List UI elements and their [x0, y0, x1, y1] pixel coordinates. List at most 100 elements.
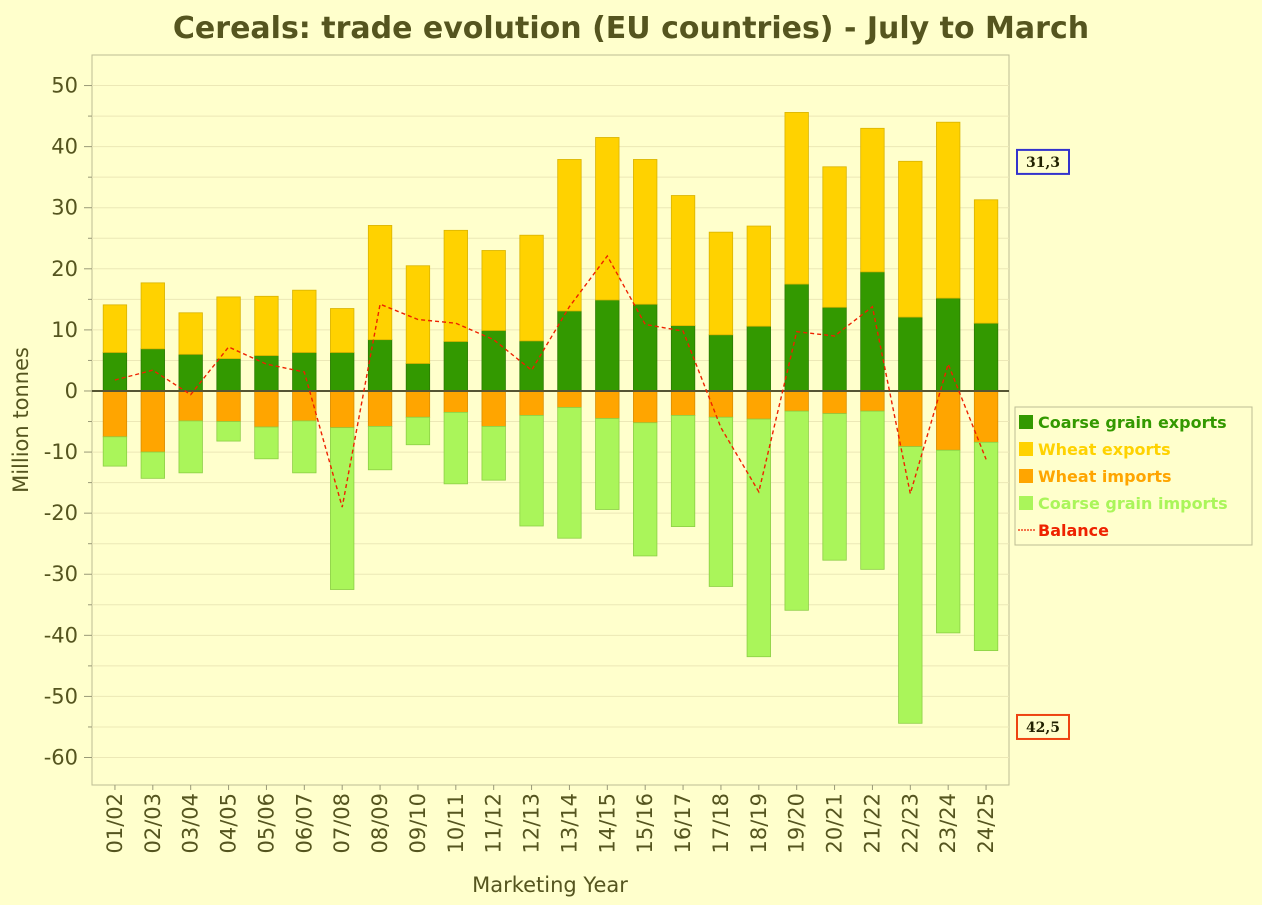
bar-wheat-imports [443, 390, 468, 413]
bar-coarse-grain-imports [708, 416, 734, 587]
x-axis-title: Marketing Year [472, 873, 628, 897]
bar-wheat-exports [557, 159, 582, 312]
bar-wheat-exports [936, 121, 961, 299]
bar-coarse-grain-exports [708, 334, 734, 392]
bar-wheat-imports [936, 390, 961, 451]
x-tick-label: 03/04 [179, 793, 203, 854]
x-tick-label: 16/17 [671, 793, 695, 854]
bar-wheat-exports [216, 296, 241, 360]
bar-coarse-grain-exports [443, 341, 468, 392]
bar-coarse-grain-imports [595, 418, 620, 510]
bar-wheat-exports [254, 295, 279, 356]
y-tick-label: 0 [65, 379, 78, 403]
bar-coarse-grain-exports [557, 310, 582, 392]
bar-wheat-exports [330, 308, 355, 353]
y-tick-label: -40 [44, 623, 78, 647]
bar-wheat-imports [330, 390, 355, 429]
bar-wheat-exports [860, 127, 885, 273]
x-tick-label: 17/18 [709, 793, 733, 854]
bar-wheat-imports [633, 390, 658, 424]
x-tick-label: 13/14 [557, 793, 581, 854]
y-tick-label: -20 [44, 501, 78, 525]
callout-label: 31,3 [1026, 155, 1060, 171]
bar-wheat-exports [178, 312, 203, 355]
y-tick-label: -60 [44, 746, 78, 770]
bar-coarse-grain-exports [860, 271, 885, 392]
bar-coarse-grain-imports [178, 420, 203, 474]
bar-coarse-grain-imports [898, 446, 923, 724]
bar-coarse-grain-imports [973, 441, 999, 652]
bar-coarse-grain-exports [519, 340, 544, 392]
bar-coarse-grain-imports [292, 420, 317, 474]
bar-coarse-grain-imports [936, 449, 961, 634]
bar-coarse-grain-exports [822, 306, 847, 392]
x-tick-label: 24/25 [974, 793, 998, 854]
y-tick-label: -30 [44, 562, 78, 586]
legend-label: Balance [1038, 521, 1109, 540]
callouts: 31,3 42,5 [1016, 148, 1070, 740]
x-tick-label: 18/19 [747, 793, 771, 854]
callout-box [1016, 713, 1070, 740]
bar-coarse-grain-exports [595, 299, 620, 392]
bar-wheat-exports [898, 160, 923, 318]
callout-label: 42,5 [1026, 720, 1060, 736]
bar-wheat-imports [292, 390, 317, 422]
bar-wheat-exports [405, 265, 431, 364]
bar-wheat-imports [822, 390, 847, 414]
bar-coarse-grain-exports [633, 303, 658, 392]
x-axis-ticks: 01/02 02/03 03/04 04/05 05/06 06/07 07/08 08/09… [103, 785, 998, 854]
chart-title: Cereals: trade evolution (EU countries) … [173, 11, 1089, 46]
bar-coarse-grain-exports [670, 325, 696, 392]
x-tick-label: 20/21 [823, 793, 847, 854]
bar-coarse-grain-exports [178, 353, 203, 392]
bar-wheat-imports [102, 390, 128, 438]
bar-coarse-grain-exports [216, 358, 241, 392]
bar-wheat-imports [216, 390, 241, 422]
legend-box [1014, 406, 1253, 546]
bar-wheat-exports [595, 137, 620, 301]
bar-coarse-grain-imports [784, 410, 809, 611]
bar-wheat-exports [822, 166, 847, 308]
bar-coarse-grain-exports [481, 330, 506, 392]
bar-coarse-grain-exports [936, 297, 961, 392]
bar-wheat-imports [784, 390, 809, 412]
bar-coarse-grain-exports [330, 352, 355, 392]
bar-coarse-grain-imports [367, 426, 393, 471]
bar-wheat-exports [784, 112, 809, 285]
x-tick-label: 06/07 [292, 793, 316, 854]
bar-wheat-imports [519, 390, 544, 416]
bar-coarse-grain-exports [973, 322, 999, 392]
bar-coarse-grain-imports [102, 436, 128, 467]
y-tick-label: -10 [44, 440, 78, 464]
bar-coarse-grain-imports [670, 415, 696, 527]
bar-coarse-grain-imports [557, 407, 582, 539]
bar-coarse-grain-exports [140, 348, 165, 392]
bar-wheat-imports [746, 390, 771, 420]
bar-wheat-imports [178, 390, 203, 422]
legend-swatch [1019, 415, 1033, 429]
bar-coarse-grain-imports [822, 413, 847, 561]
x-tick-label: 15/16 [633, 793, 657, 854]
bar-wheat-imports [367, 390, 393, 427]
bar-wheat-imports [973, 390, 999, 443]
bar-coarse-grain-exports [746, 325, 771, 392]
legend-label: Wheat imports [1038, 467, 1172, 486]
bar-wheat-exports [973, 199, 999, 324]
x-tick-label: 04/05 [217, 793, 241, 854]
bar-coarse-grain-imports [216, 421, 241, 442]
y-tick-label: 20 [51, 257, 78, 281]
legend: Coarse grain exports Wheat exports Wheat i… [1014, 406, 1253, 546]
bar-coarse-grain-imports [746, 418, 771, 658]
bar-wheat-exports [708, 231, 734, 336]
bar-wheat-exports [367, 225, 393, 341]
bar-wheat-imports [860, 390, 885, 412]
x-tick-label: 14/15 [595, 793, 619, 854]
bar-wheat-imports [140, 390, 165, 453]
bar-wheat-imports [898, 390, 923, 447]
x-tick-label: 23/24 [936, 793, 960, 854]
bar-coarse-grain-imports [860, 410, 885, 570]
bar-wheat-exports [519, 234, 544, 342]
bar-wheat-imports [670, 390, 696, 416]
legend-label: Wheat exports [1038, 440, 1171, 459]
